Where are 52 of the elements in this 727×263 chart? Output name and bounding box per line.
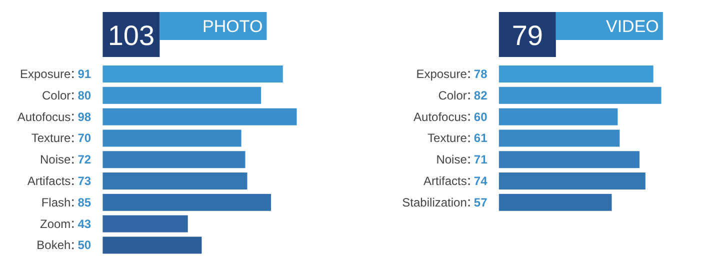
bar <box>498 66 654 82</box>
bar <box>102 151 246 168</box>
text: 79 <box>512 20 543 51</box>
y-tick-label: Zoom <box>40 216 71 231</box>
y-tick-label: Autofocus <box>414 110 467 124</box>
y-tick-label: Flash <box>41 195 71 210</box>
data-label: 74 <box>474 174 488 188</box>
data-label: 82 <box>474 88 488 102</box>
data-label: 50 <box>78 238 92 252</box>
y-tick-label: Color <box>42 88 71 102</box>
bar <box>102 194 271 211</box>
data-label: 73 <box>78 174 92 188</box>
y-tick-label: Noise <box>436 152 468 167</box>
data-label: 70 <box>78 131 92 146</box>
bar <box>498 86 662 104</box>
y-tick-label: Autofocus <box>17 110 71 124</box>
data-label: 91 <box>78 67 92 81</box>
y-tick-label: Exposure <box>416 67 468 81</box>
bar <box>498 151 640 168</box>
y-tick-label: Bokeh <box>36 238 71 252</box>
data-label: 57 <box>474 195 488 210</box>
bar <box>102 66 283 82</box>
y-tick-label: Artifacts <box>27 174 71 188</box>
data-label: 85 <box>78 195 92 210</box>
data-label: 60 <box>474 110 488 124</box>
bar <box>498 172 646 190</box>
data-label: 98 <box>78 110 92 124</box>
bar <box>102 215 188 232</box>
data-label: 78 <box>474 67 488 81</box>
chart-title: VIDEO <box>606 17 659 36</box>
text: 103 <box>108 20 155 51</box>
data-label: 72 <box>78 152 92 167</box>
bar <box>498 194 612 211</box>
y-tick-label: Exposure <box>20 67 72 81</box>
bar <box>102 172 248 190</box>
y-tick-label: Texture <box>428 131 468 146</box>
data-label: 80 <box>78 88 92 102</box>
bar <box>102 86 262 104</box>
y-tick-label: Noise <box>40 152 72 167</box>
y-tick-label: Color <box>438 88 467 102</box>
bar <box>102 130 242 147</box>
bar <box>102 108 297 126</box>
chart-title: PHOTO <box>202 17 263 36</box>
data-label: 71 <box>474 152 488 167</box>
y-tick-label: Texture <box>31 131 72 146</box>
bar <box>102 236 202 254</box>
bar <box>498 108 618 126</box>
y-tick-label: Stabilization <box>402 195 467 210</box>
y-tick-label: Artifacts <box>424 174 467 188</box>
data-label: 43 <box>78 216 92 231</box>
data-label: 61 <box>474 131 488 146</box>
bar <box>498 130 620 147</box>
